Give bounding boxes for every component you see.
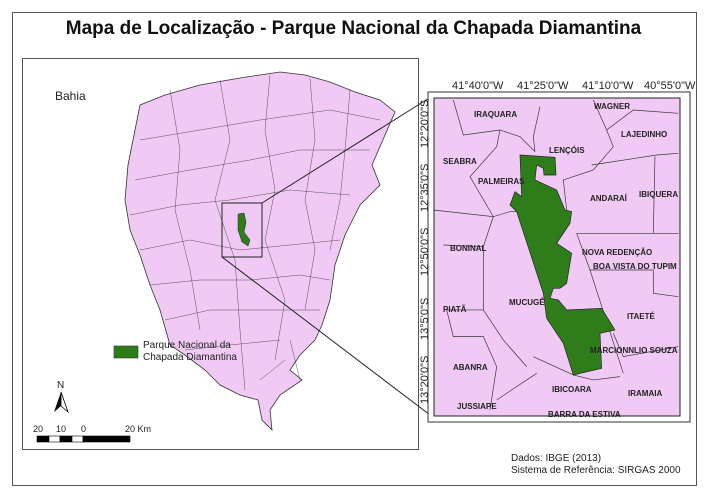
legend-label-line2: Chapada Diamantina <box>143 352 237 363</box>
longitude-label: 40°55'0"W <box>644 80 696 92</box>
municipality-label: ANDARAÍ <box>590 194 627 203</box>
latitude-label: 13°5'0"S <box>419 297 431 340</box>
municipality-label: ITAETÉ <box>627 312 655 321</box>
map-frame <box>12 12 697 486</box>
park-detail <box>509 154 616 376</box>
inset-extent-box <box>221 202 263 258</box>
municipality-label: IRAMAIA <box>628 389 663 398</box>
municipality-label: NOVA REDENÇÃO <box>582 248 653 257</box>
municipality-label: IBIQUERA <box>639 190 679 199</box>
municipality-label: MUCUGÊ <box>509 298 545 307</box>
credits-data-source: Dados: IBGE (2013) <box>511 453 602 464</box>
bahia-state <box>124 71 396 432</box>
overview-panel <box>22 58 419 450</box>
inset-connector <box>261 94 435 204</box>
north-label: N <box>57 380 65 391</box>
municipality-label: PALMEIRAS <box>478 177 525 186</box>
credits-reference-system: Sistema de Referência: SIRGAS 2000 <box>511 465 681 476</box>
scale-tick: 10 <box>56 424 67 434</box>
bahia-label: Bahia <box>55 89 86 103</box>
scale-tick: 0 <box>81 424 87 434</box>
latitude-label: 12°20'0"S <box>419 99 431 148</box>
municipal-borders <box>129 74 381 391</box>
municipality-label: BOA VISTA DO TUPIM <box>593 262 677 271</box>
north-arrow-icon <box>54 392 61 412</box>
longitude-label: 41°40'0"W <box>452 80 504 92</box>
municipality-label: ABANRA <box>453 363 488 372</box>
municipality-label: WAGNER <box>594 102 630 111</box>
municipality-label: BARRA DA ESTIVA <box>548 410 621 419</box>
municipality-label: JUSSIAPE <box>457 402 497 411</box>
longitude-label: 41°10'0"W <box>582 80 634 92</box>
latitude-label: 12°35'0"S <box>419 163 431 212</box>
north-arrow-icon-half <box>60 391 69 414</box>
municipality-label: BONINAL <box>450 244 487 253</box>
park-overview <box>237 212 251 247</box>
municipality-label: MARCIONNLIO SOUZA <box>590 346 678 355</box>
latitude-label: 13°20'0"S <box>419 355 431 404</box>
scale-bar <box>36 435 131 443</box>
municipality-label: SEABRA <box>443 157 477 166</box>
map-title: Mapa de Localização - Parque Nacional da… <box>65 18 642 39</box>
detail-borders <box>433 99 679 411</box>
scale-tick: 20 <box>33 424 44 434</box>
longitude-label: 41°25'0"W <box>517 80 569 92</box>
legend-label-line1: Parque Nacional da <box>143 340 231 351</box>
municipality-label: LAJEDINHO <box>621 130 668 139</box>
legend-park-swatch <box>113 345 139 359</box>
scale-tick: 20 Km <box>125 424 152 434</box>
inset-connector <box>221 256 435 419</box>
municipality-label: LENÇÓIS <box>549 146 585 155</box>
municipality-label: IRAQUARA <box>474 110 518 119</box>
municipality-label: IBICOARA <box>552 385 592 394</box>
municipality-label: PIATÃ <box>443 305 467 314</box>
latitude-label: 12°50'0"S <box>419 227 431 276</box>
